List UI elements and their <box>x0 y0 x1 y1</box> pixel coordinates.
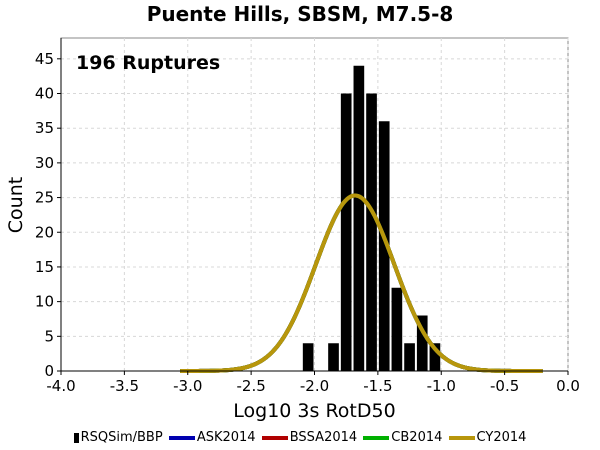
x-tick-label: -1.0 <box>427 377 456 395</box>
legend-label-bssa2014: BSSA2014 <box>289 430 358 445</box>
histogram-bars <box>302 65 441 371</box>
y-axis-label: Count <box>5 176 27 234</box>
legend: RSQSim/BBP ASK2014 BSSA2014 CB2014 CY201… <box>0 430 600 445</box>
x-tick-label: -1.5 <box>363 377 392 395</box>
chart-title: Puente Hills, SBSM, M7.5-8 <box>146 2 454 26</box>
x-tick-label: -2.0 <box>300 377 329 395</box>
x-tick-label: 0.0 <box>556 377 580 395</box>
legend-item-ask2014: ASK2014 <box>168 430 256 445</box>
x-tick-label: -3.5 <box>110 377 139 395</box>
histogram-bar <box>391 287 403 371</box>
legend-swatch-cb2014 <box>363 435 390 440</box>
x-tick-label: -3.0 <box>173 377 202 395</box>
legend-label-ask2014: ASK2014 <box>196 430 256 445</box>
y-tick-label: 10 <box>35 293 54 311</box>
y-tick-label: 20 <box>35 223 54 241</box>
legend-label-cy2014: CY2014 <box>476 430 527 445</box>
histogram-bar <box>429 343 441 371</box>
legend-item-cb2014: CB2014 <box>363 430 442 445</box>
y-tick-label: 25 <box>35 189 54 207</box>
legend-swatch-histogram <box>73 432 79 443</box>
rupture-count-annotation: 196 Ruptures <box>76 52 221 74</box>
y-tick-label: 45 <box>35 50 54 68</box>
histogram-bar <box>302 343 314 371</box>
x-axis-label: Log10 3s RotD50 <box>233 400 396 422</box>
y-tick-label: 30 <box>35 154 54 172</box>
curves <box>179 193 543 373</box>
histogram-bar <box>404 343 415 371</box>
histogram-bar <box>416 315 428 371</box>
legend-item-histogram: RSQSim/BBP <box>73 430 163 445</box>
axes: -4.0 -3.5 -3.0 -2.5 -2.0 -1.5 -1.0 -0.5 0.0 0 5 10 1… <box>35 38 580 395</box>
legend-swatch-cy2014 <box>448 435 475 440</box>
legend-swatch-ask2014 <box>168 435 195 440</box>
legend-item-bssa2014: BSSA2014 <box>261 430 358 445</box>
x-tick-label: -4.0 <box>46 377 75 395</box>
legend-label-histogram: RSQSim/BBP <box>80 430 163 445</box>
legend-item-cy2014: CY2014 <box>448 430 527 445</box>
y-tick-label: 5 <box>44 327 54 345</box>
legend-label-cb2014: CB2014 <box>391 430 443 445</box>
y-tick-label: 35 <box>35 119 54 137</box>
y-tick-label: 40 <box>35 85 54 103</box>
x-tick-label: -2.5 <box>236 377 265 395</box>
legend-swatch-bssa2014 <box>261 435 288 440</box>
histogram-bar <box>353 65 365 371</box>
y-tick-label: 0 <box>44 362 54 380</box>
y-tick-label: 15 <box>35 258 54 276</box>
histogram-bar <box>366 93 377 371</box>
histogram-bar <box>378 121 390 371</box>
x-tick-label: -0.5 <box>490 377 519 395</box>
histogram-bar <box>340 93 352 371</box>
histogram-bar <box>328 343 339 371</box>
curve-cy2014 <box>179 193 543 373</box>
